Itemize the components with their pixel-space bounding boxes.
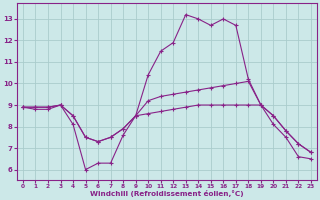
X-axis label: Windchill (Refroidissement éolien,°C): Windchill (Refroidissement éolien,°C) (90, 190, 244, 197)
